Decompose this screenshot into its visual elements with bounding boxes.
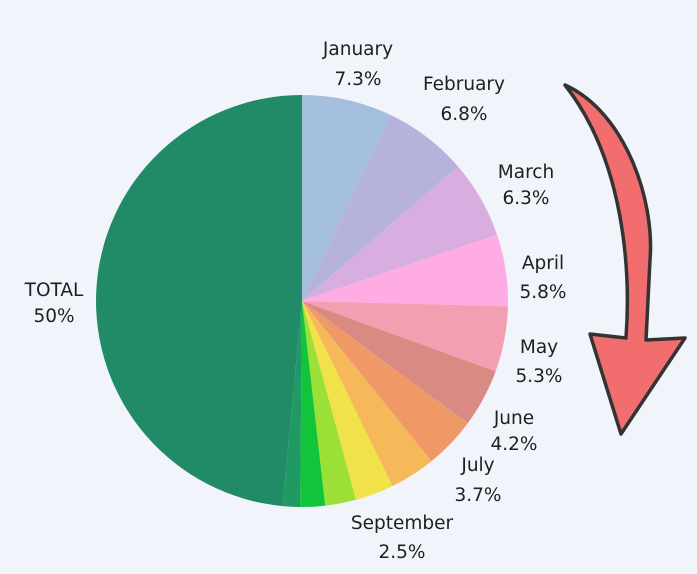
slice-label-name: March: [498, 162, 554, 183]
slice-label-name: TOTAL: [24, 280, 84, 301]
slice-label-name: February: [423, 74, 505, 95]
slice-label-value: 7.3%: [335, 69, 382, 90]
pie-slice-5: [302, 301, 496, 424]
slice-label-value: 50%: [33, 306, 74, 327]
pie-slice-september: [302, 301, 356, 506]
slice-label-name: September: [351, 513, 454, 534]
pie-slice-march: [302, 166, 498, 301]
slice-labels: January 7.3% February 6.8% March 6.3% April 5.8…: [24, 39, 567, 563]
clockwise-arrow-icon: [563, 83, 687, 436]
slice-label-name: May: [520, 337, 558, 358]
slice-label-value: 4.2%: [491, 434, 538, 455]
slice-label-value: 6.8%: [441, 104, 488, 125]
slice-label-value: 5.8%: [520, 282, 567, 303]
slice-label-name: April: [522, 253, 564, 274]
pie-slice-april: [302, 234, 508, 307]
pie-slice-10: [300, 301, 326, 507]
slice-label-name: June: [493, 408, 534, 429]
slice-label-value: 6.3%: [503, 188, 550, 209]
pie-slice-june: [302, 301, 468, 462]
pie-slice-11: [282, 301, 302, 507]
pie-slice-february: [302, 115, 459, 301]
pie-slice-january: [302, 95, 391, 301]
slice-label-name: July: [460, 455, 494, 476]
pie-slices: [96, 95, 508, 507]
pie-slice-total: [96, 95, 303, 507]
pie-slice-may: [302, 301, 508, 372]
slice-label-value: 3.7%: [455, 485, 502, 506]
pie-slice-july: [302, 301, 432, 487]
slice-label-value: 5.3%: [516, 366, 563, 387]
slice-label-value: 2.5%: [379, 542, 426, 563]
slice-label-name: January: [322, 39, 393, 60]
pie-slice-8: [302, 301, 393, 500]
